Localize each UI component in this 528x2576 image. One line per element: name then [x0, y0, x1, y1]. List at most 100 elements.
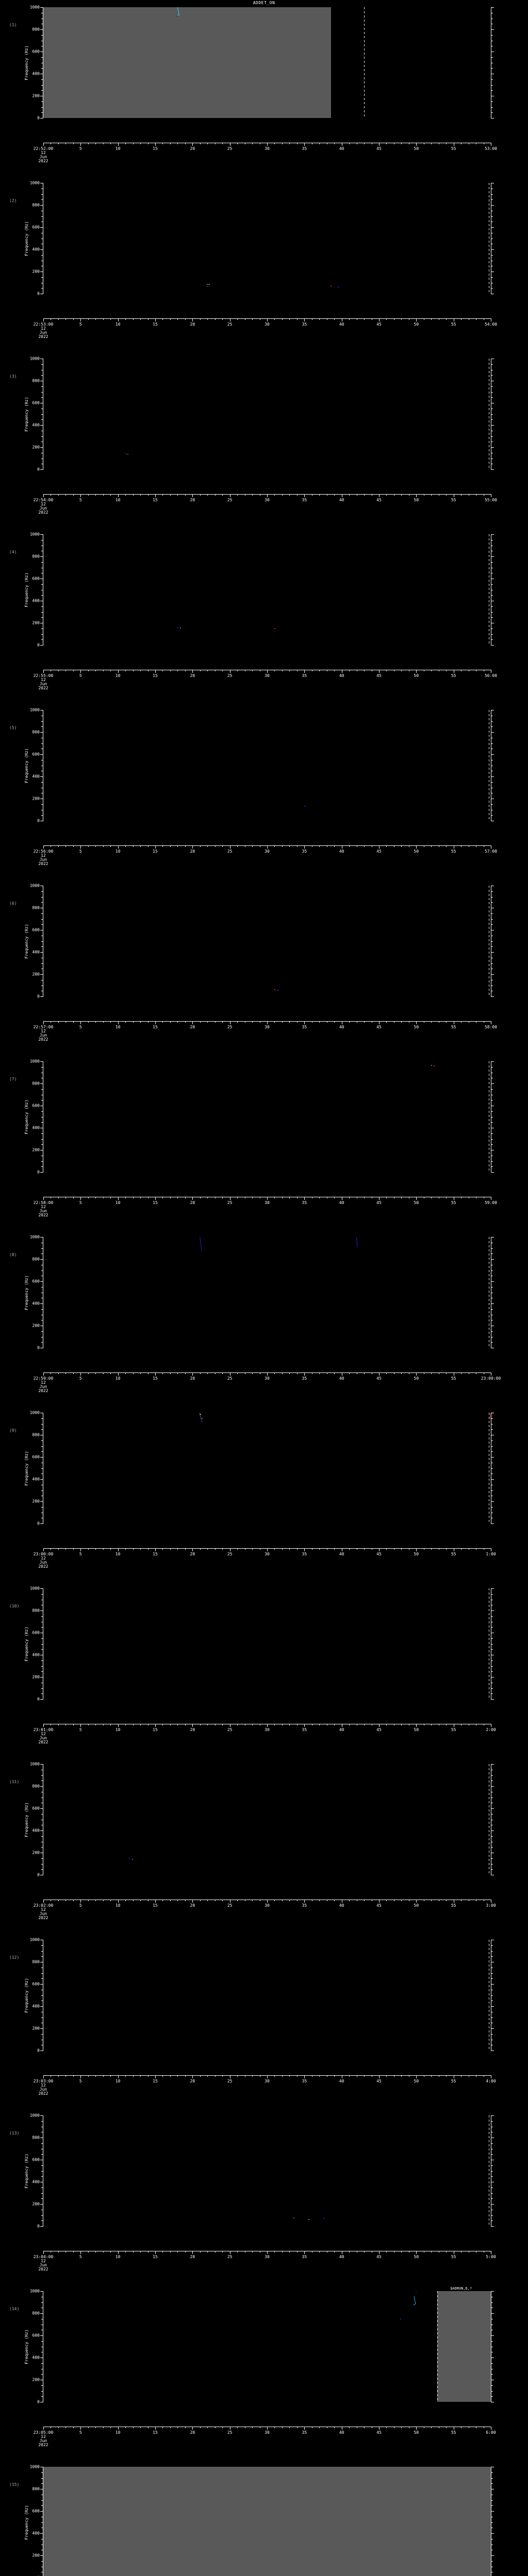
- x-axis-line: [43, 318, 491, 321]
- y-tick-label: 200: [32, 2377, 40, 2382]
- y-tick-left: [41, 1627, 43, 1628]
- x-tick: [222, 670, 223, 671]
- plot-area[interactable]: 1000 800 600 400 200 0: [30, 884, 494, 999]
- y-axis-title: Frequency (Hz): [24, 1802, 29, 1837]
- y-tick-right: [491, 1775, 493, 1776]
- x-tick: [267, 1372, 268, 1376]
- y-tick-right: [491, 469, 494, 470]
- x-tick: [133, 670, 134, 671]
- plot-canvas: [43, 2467, 491, 2576]
- y-tick-label: 0: [37, 994, 40, 999]
- x-tick: [334, 1372, 335, 1374]
- y-tick-label: 1000: [29, 2464, 40, 2469]
- detection-point: [129, 1858, 130, 1859]
- x-tick: [282, 1900, 283, 1901]
- x-tick-label: 10: [115, 849, 121, 854]
- y-tick-left: [41, 804, 43, 805]
- x-tick: [110, 2075, 111, 2077]
- x-tick: [349, 1724, 350, 1725]
- x-tick-label: 45: [376, 1025, 382, 1029]
- detection-point: [207, 283, 209, 285]
- x-tick-label: 10: [115, 1025, 121, 1029]
- x-tick: [289, 845, 290, 847]
- panel-number-label: (10): [9, 1604, 20, 1608]
- x-tick: [304, 143, 305, 146]
- y-tick-label: 0: [37, 291, 40, 296]
- plot-area[interactable]: 1000 800 600 400 200 0: [30, 1411, 494, 1526]
- x-tick-label: 20: [190, 1903, 195, 1908]
- x-tick-label: 35: [302, 2255, 307, 2259]
- x-tick: [401, 670, 402, 671]
- x-tick: [215, 318, 216, 320]
- plot-area[interactable]: 1000 800 600 400 200 0: [30, 2289, 494, 2404]
- x-axis-date: 12 Jun 2022: [29, 854, 57, 866]
- x-tick: [364, 670, 365, 671]
- x-axis-date-line: 12: [41, 1380, 46, 1385]
- y-tick-right: [491, 2165, 493, 2166]
- x-tick-label: 50: [414, 322, 419, 327]
- plot-area[interactable]: 1000 800 600 400 200 0: [30, 1762, 494, 1877]
- x-tick: [401, 1372, 402, 1374]
- y-tick-label: 600: [32, 927, 40, 933]
- x-tick-label: 40: [339, 2430, 344, 2435]
- x-tick: [133, 845, 134, 847]
- plot-area[interactable]: 1000 800 600 400 200 0: [30, 181, 494, 296]
- panel-number-label: (3): [9, 374, 17, 379]
- x-tick-label: 30: [265, 2255, 270, 2259]
- y-tick-left: [41, 79, 43, 80]
- x-tick: [125, 2075, 126, 2077]
- plot-area[interactable]: 1000 800 600 400 200 0: [30, 708, 494, 823]
- x-tick: [58, 670, 59, 671]
- plot-canvas: [43, 359, 491, 469]
- x-tick-label: 5: [79, 2430, 82, 2435]
- x-tick: [170, 1548, 171, 1550]
- x-axis-date-line: 2022: [38, 1564, 48, 1569]
- x-tick: [416, 2251, 417, 2254]
- y-tick-left: [41, 941, 43, 942]
- x-tick-label: 55: [451, 849, 456, 854]
- y-tick-right: [491, 996, 494, 997]
- plot-area[interactable]: 1000 800 600 400 200 0: [30, 1059, 494, 1175]
- event-boundary-dashed-line: [364, 7, 365, 118]
- plot-area[interactable]: 1000 800 600 400 200 0: [30, 2465, 494, 2576]
- y-tick-left: [41, 1644, 43, 1645]
- plot-area[interactable]: 1000 800 600 400 200 0: [30, 1235, 494, 1350]
- plot-area[interactable]: 1000 800 600 400 200 0: [30, 1586, 494, 1702]
- x-tick: [162, 1900, 163, 1901]
- x-tick: [207, 2427, 208, 2428]
- x-tick: [252, 1021, 253, 1023]
- x-axis-date-line: 12: [41, 150, 46, 155]
- x-tick: [177, 1021, 178, 1023]
- y-tick-left: [41, 2198, 43, 2199]
- y-tick-label: 800: [32, 1959, 40, 1964]
- plot-area[interactable]: 1000 800 600 400 200 0: [30, 2113, 494, 2229]
- x-tick: [267, 845, 268, 849]
- x-tick: [349, 1548, 350, 1550]
- y-tick-right: [491, 2121, 493, 2122]
- x-tick: [118, 1021, 119, 1024]
- y-tick-right: [491, 35, 493, 36]
- x-tick-label: 20: [190, 2255, 195, 2259]
- x-tick: [274, 1548, 275, 1550]
- y-tick-right: [491, 1588, 494, 1589]
- y-tick-right: [491, 1644, 493, 1645]
- x-tick: [237, 2075, 238, 2077]
- y-axis-title: Frequency (Hz): [24, 1977, 29, 2013]
- y-tick-right: [491, 1786, 494, 1787]
- y-tick-right: [491, 2028, 494, 2029]
- x-tick-label: 15: [153, 2079, 158, 2083]
- y-tick-left: [41, 2522, 43, 2523]
- plot-area[interactable]: 1000 800 600 400 200 0: [30, 357, 494, 472]
- plot-area[interactable]: 1000 800 600 400 200 0: [30, 1938, 494, 2053]
- x-tick: [162, 670, 163, 671]
- x-tick: [65, 670, 66, 671]
- y-tick-right: [491, 1172, 494, 1173]
- x-axis-date-line: Jun: [39, 857, 47, 862]
- plot-area[interactable]: 1000 800 600 400 200 0: [30, 532, 494, 648]
- plot-area[interactable]: 1000 800 600 400 200 0: [30, 5, 494, 121]
- x-tick: [334, 318, 335, 320]
- x-tick: [73, 1372, 74, 1374]
- x-tick-label: 5: [79, 2255, 82, 2259]
- x-tick: [289, 2075, 290, 2077]
- y-tick-left: [40, 1303, 43, 1304]
